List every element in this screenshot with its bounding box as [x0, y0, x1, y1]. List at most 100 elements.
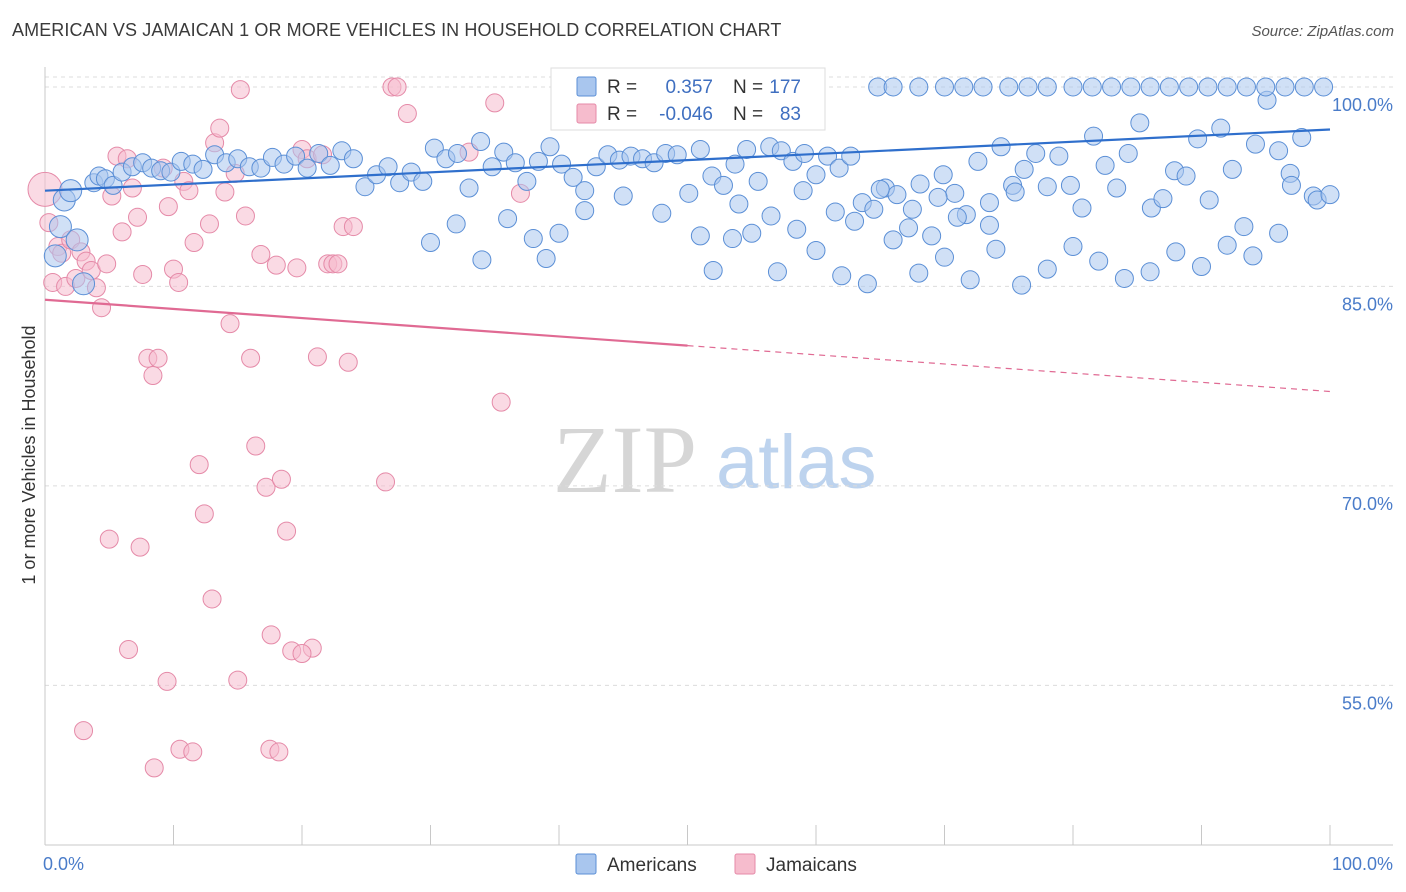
american-point — [297, 158, 317, 178]
american-point — [1256, 77, 1276, 97]
jamaican-point — [215, 182, 235, 202]
american-point — [793, 181, 813, 201]
american-point — [979, 215, 999, 235]
american-point — [1236, 77, 1256, 97]
jamaican-point — [128, 207, 148, 227]
jamaican-point — [157, 671, 177, 691]
american-point — [413, 171, 433, 191]
american-point — [1037, 177, 1057, 197]
american-point — [1140, 262, 1160, 282]
american-point — [1130, 113, 1150, 133]
legend-r-jamaican: -0.046 — [659, 104, 713, 125]
x-tick-label-start: 0.0% — [43, 854, 84, 874]
american-point — [909, 263, 929, 283]
american-point — [1234, 217, 1254, 237]
american-trend-line — [44, 128, 1331, 192]
american-point — [1095, 155, 1115, 175]
jamaican-trend-line — [44, 298, 688, 347]
american-point — [65, 228, 89, 252]
american-point — [1314, 77, 1334, 97]
jamaican-point — [277, 521, 297, 541]
american-point — [1037, 77, 1057, 97]
trend-lines — [44, 128, 1331, 393]
american-point — [999, 77, 1019, 97]
american-point — [1072, 198, 1092, 218]
american-point — [864, 199, 884, 219]
legend-n-label-american: N = — [733, 77, 763, 98]
american-point — [713, 175, 733, 195]
jamaican-point — [119, 640, 139, 660]
american-point — [1320, 185, 1340, 205]
american-point — [343, 149, 363, 169]
legend-swatch-jamaican — [576, 103, 597, 124]
american-point — [883, 77, 903, 97]
jamaican-point — [169, 272, 189, 292]
american-point — [825, 202, 845, 222]
american-point — [1102, 77, 1122, 97]
jamaican-point — [256, 477, 276, 497]
jamaican-point — [251, 245, 271, 265]
american-point — [523, 229, 543, 249]
american-point — [690, 226, 710, 246]
american-point — [922, 226, 942, 246]
american-point — [748, 171, 768, 191]
american-point — [1176, 166, 1196, 186]
legend-n-jamaican: 83 — [780, 104, 801, 125]
bottom-legend-american: Americans — [607, 855, 697, 876]
american-point — [935, 77, 954, 97]
bottom-legend-jamaican: Jamaicans — [766, 855, 857, 876]
american-point — [818, 146, 838, 166]
american-point — [910, 174, 930, 194]
american-point — [722, 229, 742, 249]
jamaican-point — [269, 742, 289, 762]
american-point — [549, 223, 569, 243]
legend-swatch-american — [576, 76, 597, 97]
american-point — [1222, 159, 1242, 179]
american-point — [887, 185, 907, 205]
american-point — [193, 159, 213, 179]
jamaican-point — [210, 118, 230, 138]
tick-labels: 100.0% 85.0% 70.0% 55.0% 0.0% 100.0% — [43, 95, 1393, 874]
chart-source: Source: ZipAtlas.com — [1251, 23, 1394, 40]
american-point — [690, 139, 710, 159]
american-point — [737, 139, 757, 159]
x-tick-label-end: 100.0% — [1332, 854, 1393, 874]
legend-r-label-jamaican: R = — [607, 104, 637, 125]
jamaican-point — [261, 625, 281, 645]
american-point — [472, 250, 492, 270]
american-point — [954, 77, 974, 97]
american-point — [575, 201, 595, 221]
american-point — [103, 175, 123, 195]
jamaican-point — [343, 217, 363, 237]
american-point — [832, 266, 852, 286]
legend-n-label-jamaican: N = — [733, 104, 763, 125]
american-point — [1118, 143, 1138, 163]
american-point — [991, 137, 1011, 157]
american-point — [1082, 77, 1102, 97]
y-axis-title: 1 or more Vehicles in Household — [19, 325, 39, 584]
american-point — [1192, 256, 1211, 276]
american-point — [1269, 141, 1289, 161]
jamaican-point — [397, 104, 417, 124]
american-point — [1294, 77, 1314, 97]
american-point — [986, 239, 1006, 259]
american-point — [482, 157, 502, 177]
legend-box — [550, 67, 826, 131]
american-point — [43, 244, 67, 268]
jamaican-point — [92, 298, 112, 318]
jamaican-point — [376, 472, 396, 492]
american-point — [471, 131, 491, 151]
american-point — [1269, 223, 1289, 243]
jamaican-point — [202, 589, 222, 609]
jamaican-point — [158, 197, 178, 217]
jamaican-point — [97, 254, 117, 274]
american-point — [1049, 146, 1069, 166]
jamaican-point — [179, 181, 199, 201]
american-point — [899, 218, 919, 238]
american-point — [286, 146, 306, 166]
american-point — [72, 272, 96, 296]
american-point — [935, 247, 954, 267]
american-point — [857, 274, 877, 294]
american-point — [909, 77, 929, 97]
american-point — [1005, 182, 1025, 202]
